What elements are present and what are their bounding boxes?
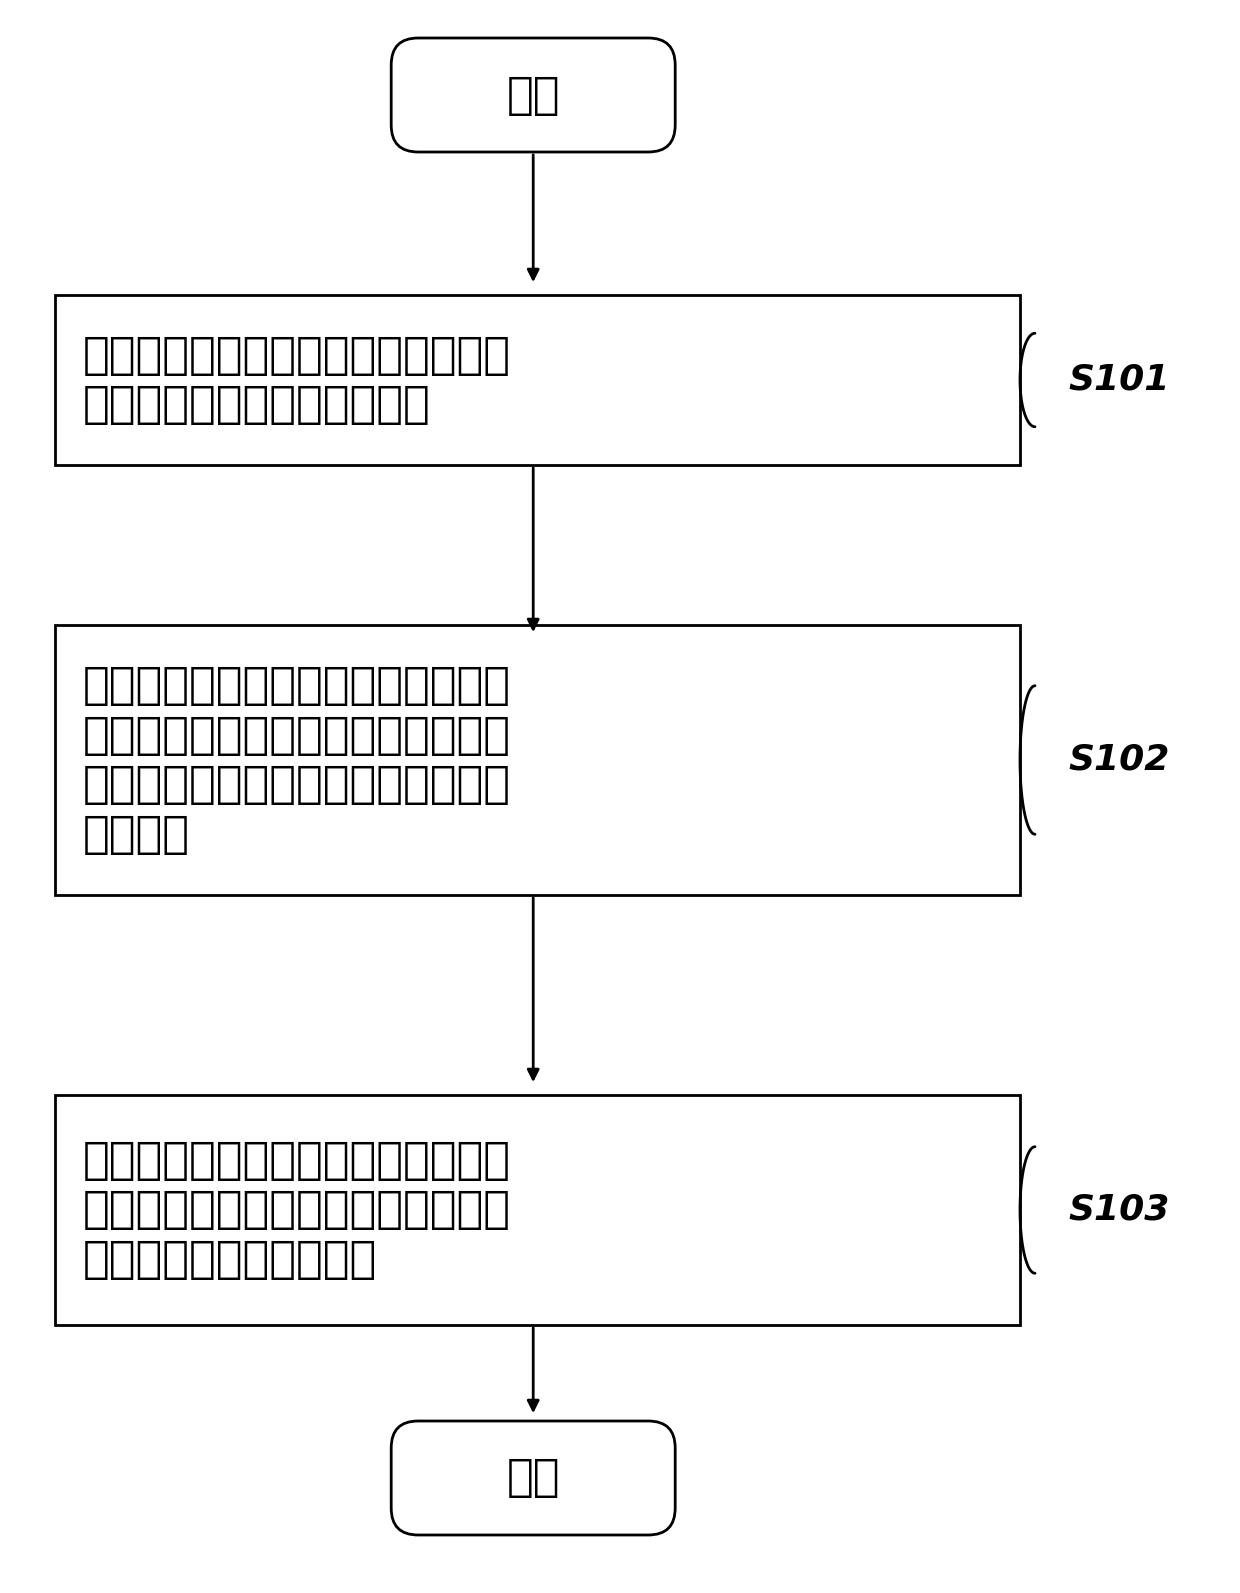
Text: S103: S103 xyxy=(1068,1193,1169,1227)
Text: 获取当前终端的当前位置信息，获取: 获取当前终端的当前位置信息，获取 xyxy=(83,333,511,376)
Text: 联器对应的密钥，自动解密并显示与: 联器对应的密钥，自动解密并显示与 xyxy=(83,1188,511,1231)
Text: 所述当前终端中的关联器信息: 所述当前终端中的关联器信息 xyxy=(83,384,430,427)
FancyBboxPatch shape xyxy=(391,1421,676,1536)
FancyBboxPatch shape xyxy=(391,38,676,151)
Bar xyxy=(55,624,1021,895)
Bar xyxy=(55,295,1021,465)
Text: 开始: 开始 xyxy=(506,73,560,116)
Text: 述关联器中的预设位置信息进行比较: 述关联器中的预设位置信息进行比较 xyxy=(83,714,511,757)
Text: S102: S102 xyxy=(1068,742,1169,777)
Text: 所述关联器相关联的文件: 所述关联器相关联的文件 xyxy=(83,1238,377,1281)
Bar xyxy=(55,1094,1021,1325)
Text: 将所述当前终端的当前位置信息与所: 将所述当前终端的当前位置信息与所 xyxy=(83,664,511,707)
Text: 结束: 结束 xyxy=(506,1456,560,1499)
Text: 的关联器: 的关联器 xyxy=(83,812,190,855)
Text: 基于所述相匹配的关联器，使用该关: 基于所述相匹配的关联器，使用该关 xyxy=(83,1139,511,1182)
Text: ，以确定与所述当前位置信息相匹配: ，以确定与所述当前位置信息相匹配 xyxy=(83,763,511,806)
Text: S101: S101 xyxy=(1068,363,1169,397)
